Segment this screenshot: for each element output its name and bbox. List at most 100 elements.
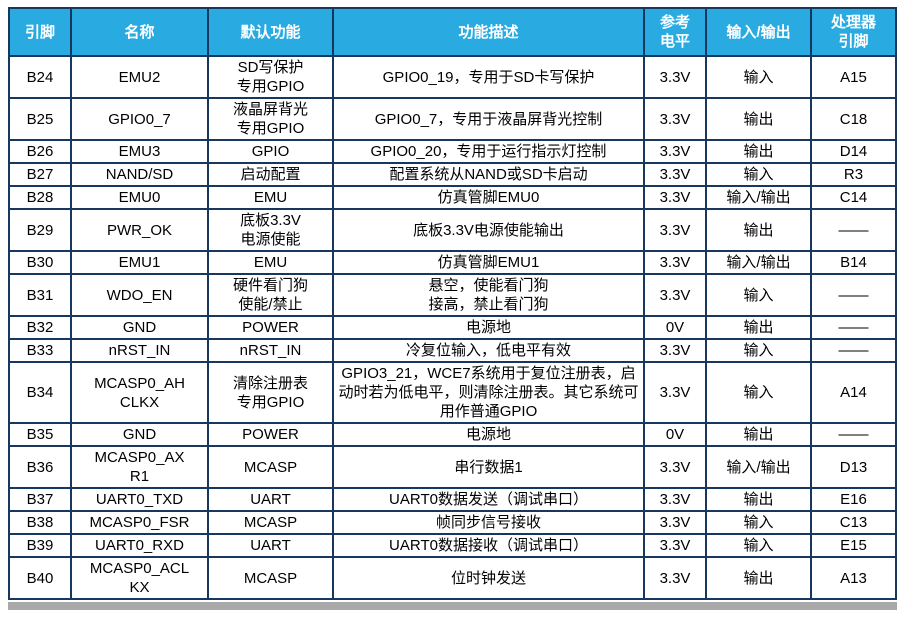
cell-default-function: 启动配置: [207, 162, 334, 187]
cell-default-function: MCASP: [207, 510, 334, 535]
cell-level: 3.3V: [643, 510, 707, 535]
table-row: B31 WDO_EN 硬件看门狗 使能/禁止 悬空，使能看门狗 接高，禁止看门狗…: [8, 273, 897, 317]
cell-io: 输出: [705, 487, 812, 512]
cell-name: MCASP0_AX R1: [70, 445, 209, 489]
cell-level: 0V: [643, 422, 707, 447]
cell-proc-pin: A14: [810, 361, 897, 424]
table-row: B30 EMU1 EMU 仿真管脚EMU1 3.3V 输入/输出 B14: [8, 250, 897, 275]
cell-io: 输入/输出: [705, 250, 812, 275]
cell-pin: B28: [8, 185, 72, 210]
cell-description: 底板3.3V电源使能输出: [332, 208, 645, 252]
cell-level: 3.3V: [643, 533, 707, 558]
cell-default-function: GPIO: [207, 139, 334, 164]
cell-name: WDO_EN: [70, 273, 209, 317]
cell-level: 3.3V: [643, 208, 707, 252]
table-row: B27 NAND/SD 启动配置 配置系统从NAND或SD卡启动 3.3V 输入…: [8, 162, 897, 187]
cell-description: UART0数据发送（调试串口）: [332, 487, 645, 512]
cell-io: 输入: [705, 273, 812, 317]
cell-default-function: UART: [207, 487, 334, 512]
cell-proc-pin: ——: [810, 273, 897, 317]
cell-description: 位时钟发送: [332, 556, 645, 600]
cell-level: 3.3V: [643, 139, 707, 164]
header-cell-pin: 引脚: [8, 7, 72, 57]
cell-level: 3.3V: [643, 185, 707, 210]
table-row: B26 EMU3 GPIO GPIO0_20，专用于运行指示灯控制 3.3V 输…: [8, 139, 897, 164]
cell-io: 输出: [705, 208, 812, 252]
cell-io: 输入: [705, 162, 812, 187]
header-cell-default-function: 默认功能: [207, 7, 334, 57]
cell-description: 仿真管脚EMU0: [332, 185, 645, 210]
cell-pin: B26: [8, 139, 72, 164]
cell-default-function: UART: [207, 533, 334, 558]
table-row: B25 GPIO0_7 液晶屏背光 专用GPIO GPIO0_7，专用于液晶屏背…: [8, 97, 897, 141]
cell-pin: B32: [8, 315, 72, 340]
cell-default-function: EMU: [207, 250, 334, 275]
cell-pin: B34: [8, 361, 72, 424]
cell-pin: B37: [8, 487, 72, 512]
cell-pin: B39: [8, 533, 72, 558]
cell-description: 电源地: [332, 315, 645, 340]
cell-proc-pin: ——: [810, 208, 897, 252]
cell-pin: B27: [8, 162, 72, 187]
cell-io: 输入: [705, 533, 812, 558]
cell-name: PWR_OK: [70, 208, 209, 252]
table-row: B36 MCASP0_AX R1 MCASP 串行数据1 3.3V 输入/输出 …: [8, 445, 897, 489]
cell-name: MCASP0_AH CLKX: [70, 361, 209, 424]
cell-name: nRST_IN: [70, 338, 209, 363]
cell-default-function: MCASP: [207, 445, 334, 489]
cell-io: 输入/输出: [705, 445, 812, 489]
cell-io: 输出: [705, 556, 812, 600]
table-row: B39 UART0_RXD UART UART0数据接收（调试串口） 3.3V …: [8, 533, 897, 558]
cell-proc-pin: C14: [810, 185, 897, 210]
table-row: B38 MCASP0_FSR MCASP 帧同步信号接收 3.3V 输入 C13: [8, 510, 897, 535]
cell-default-function: 液晶屏背光 专用GPIO: [207, 97, 334, 141]
cell-proc-pin: A13: [810, 556, 897, 600]
cell-proc-pin: C18: [810, 97, 897, 141]
cell-level: 3.3V: [643, 162, 707, 187]
cell-level: 3.3V: [643, 487, 707, 512]
cell-description: 帧同步信号接收: [332, 510, 645, 535]
cell-name: EMU1: [70, 250, 209, 275]
cell-level: 3.3V: [643, 273, 707, 317]
cell-description: GPIO0_7，专用于液晶屏背光控制: [332, 97, 645, 141]
cell-io: 输出: [705, 139, 812, 164]
cell-name: GPIO0_7: [70, 97, 209, 141]
cell-proc-pin: ——: [810, 422, 897, 447]
header-cell-description: 功能描述: [332, 7, 645, 57]
cell-default-function: nRST_IN: [207, 338, 334, 363]
cell-proc-pin: B14: [810, 250, 897, 275]
cell-io: 输出: [705, 97, 812, 141]
cell-name: UART0_TXD: [70, 487, 209, 512]
cell-proc-pin: D13: [810, 445, 897, 489]
cell-level: 3.3V: [643, 556, 707, 600]
cell-description: 配置系统从NAND或SD卡启动: [332, 162, 645, 187]
cell-io: 输出: [705, 422, 812, 447]
cell-io: 输出: [705, 315, 812, 340]
cell-default-function: EMU: [207, 185, 334, 210]
cell-level: 3.3V: [643, 250, 707, 275]
cell-default-function: POWER: [207, 315, 334, 340]
cell-pin: B40: [8, 556, 72, 600]
cell-name: NAND/SD: [70, 162, 209, 187]
header-cell-name: 名称: [70, 7, 209, 57]
cell-default-function: 清除注册表 专用GPIO: [207, 361, 334, 424]
table-row: B33 nRST_IN nRST_IN 冷复位输入，低电平有效 3.3V 输入 …: [8, 338, 897, 363]
cell-description: GPIO3_21，WCE7系统用于复位注册表，启动时若为低电平，则清除注册表。其…: [332, 361, 645, 424]
table-row: B24 EMU2 SD写保护 专用GPIO GPIO0_19，专用于SD卡写保护…: [8, 55, 897, 99]
cell-level: 3.3V: [643, 361, 707, 424]
table-row: B37 UART0_TXD UART UART0数据发送（调试串口） 3.3V …: [8, 487, 897, 512]
cell-proc-pin: ——: [810, 338, 897, 363]
cell-description: GPIO0_19，专用于SD卡写保护: [332, 55, 645, 99]
cell-name: MCASP0_FSR: [70, 510, 209, 535]
cell-level: 0V: [643, 315, 707, 340]
cell-proc-pin: E16: [810, 487, 897, 512]
header-cell-reference-level: 参考 电平: [643, 7, 707, 57]
cell-name: EMU2: [70, 55, 209, 99]
cell-description: GPIO0_20，专用于运行指示灯控制: [332, 139, 645, 164]
cell-default-function: POWER: [207, 422, 334, 447]
cell-io: 输入: [705, 338, 812, 363]
cell-default-function: 硬件看门狗 使能/禁止: [207, 273, 334, 317]
cell-pin: B24: [8, 55, 72, 99]
cell-pin: B35: [8, 422, 72, 447]
cell-io: 输入: [705, 361, 812, 424]
